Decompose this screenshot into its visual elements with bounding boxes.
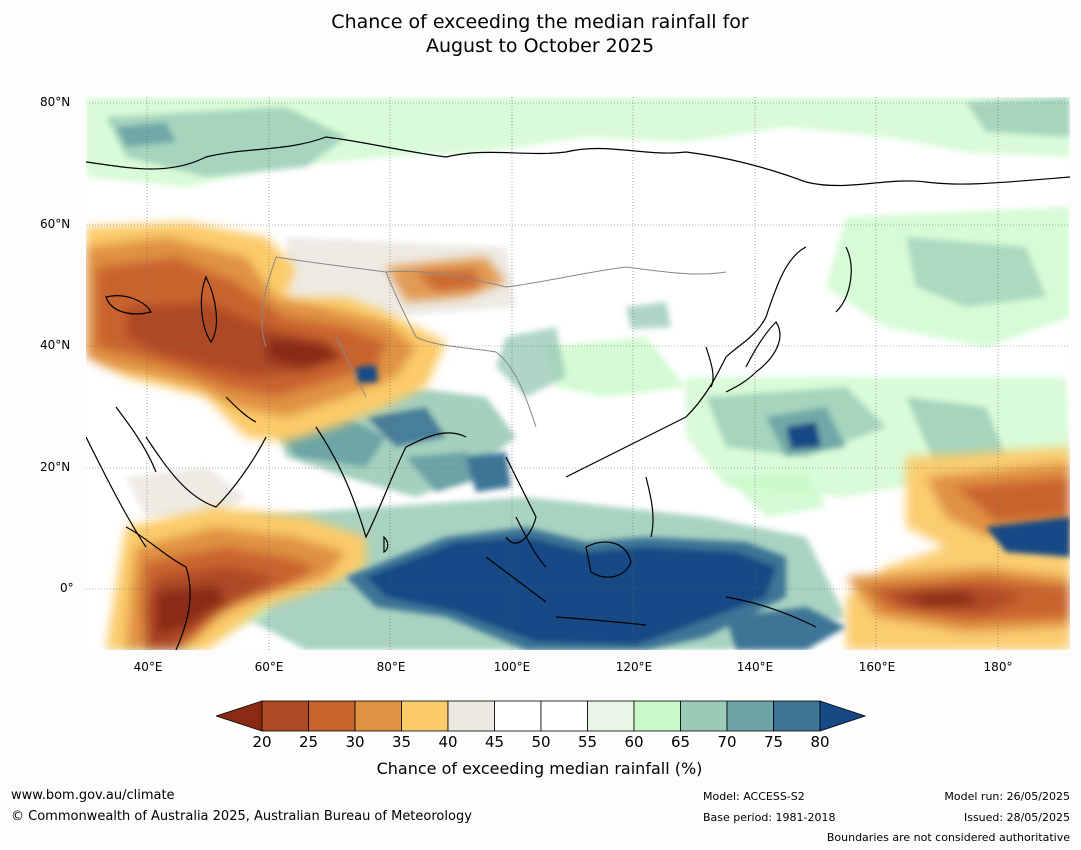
colorbar-label: Chance of exceeding median rainfall (%) [376,759,703,778]
colorbar-arrow-high [819,700,866,732]
colorbar-segment [401,700,449,732]
footer-base-period: Base period: 1981-2018 [703,811,836,824]
footer-model-run: Model run: 26/05/2025 [944,790,1070,803]
colorbar-segment [308,700,356,732]
colorbar-segment [587,700,635,732]
colorbar-tick-label: 55 [577,733,598,751]
colorbar-tick-label: 45 [484,733,505,751]
colorbar-tick-label: 70 [717,733,737,751]
colorbar-segment [540,700,588,732]
colorbar-tick-label: 40 [438,733,458,751]
colorbar-segment [447,700,495,732]
above-median-areas [346,302,1070,650]
lon-label-100e: 100°E [493,660,531,674]
lon-label-120e: 120°E [615,660,653,674]
lon-label-160e: 160°E [858,660,896,674]
lat-label-80n: 80°N [40,95,71,109]
colorbar-segment [354,700,402,732]
colorbar-tick-label: 80 [810,733,830,751]
colorbar-tick-label: 60 [624,733,644,751]
colorbar-tick-label: 75 [763,733,784,751]
map-canvas [86,97,1070,650]
colorbar-tick-label: 35 [391,733,412,751]
lat-label-40n: 40°N [40,338,71,352]
colorbar-segment [633,700,681,732]
footer-model: Model: ACCESS-S2 [703,790,805,803]
footer-website: www.bom.gov.au/climate [11,788,175,803]
footer-issued: Issued: 28/05/2025 [963,811,1070,824]
colorbar-segment [680,700,728,732]
colorbar-tick-label: 65 [670,733,691,751]
colorbar-tick-label: 20 [252,733,272,751]
colorbar-segment [261,700,309,732]
footer-disclaimer: Boundaries are not considered authoritat… [826,831,1070,844]
colorbar-tick-label: 25 [298,733,319,751]
colorbar-tick-label: 30 [345,733,365,751]
lon-label-80e: 80°E [376,660,406,674]
title-line-2: August to October 2025 [425,35,655,57]
colorbar-arrow-low [216,700,263,732]
colorbar-segment [494,700,542,732]
footer-copyright: © Commonwealth of Australia 2025, Austra… [11,809,472,824]
colorbar [216,700,866,732]
title-line-1: Chance of exceeding the median rainfall … [331,11,749,33]
colorbar-tick-label: 50 [531,733,551,751]
country-boundaries [261,256,727,428]
lat-label-0: 0° [60,581,74,595]
rainfall-probability-map [86,97,1070,650]
colorbar-segment [773,700,821,732]
below-median-areas [86,222,1070,650]
graticule [86,97,1070,650]
lon-label-60e: 60°E [254,660,284,674]
lat-label-60n: 60°N [40,217,71,231]
colorbar-segment [726,700,774,732]
lon-label-180: 180° [983,660,1013,674]
map-title: Chance of exceeding the median rainfall … [0,10,1081,58]
lon-label-140e: 140°E [736,660,774,674]
lon-label-40e: 40°E [133,660,163,674]
lat-label-20n: 20°N [40,460,71,474]
coastlines [86,136,1070,650]
